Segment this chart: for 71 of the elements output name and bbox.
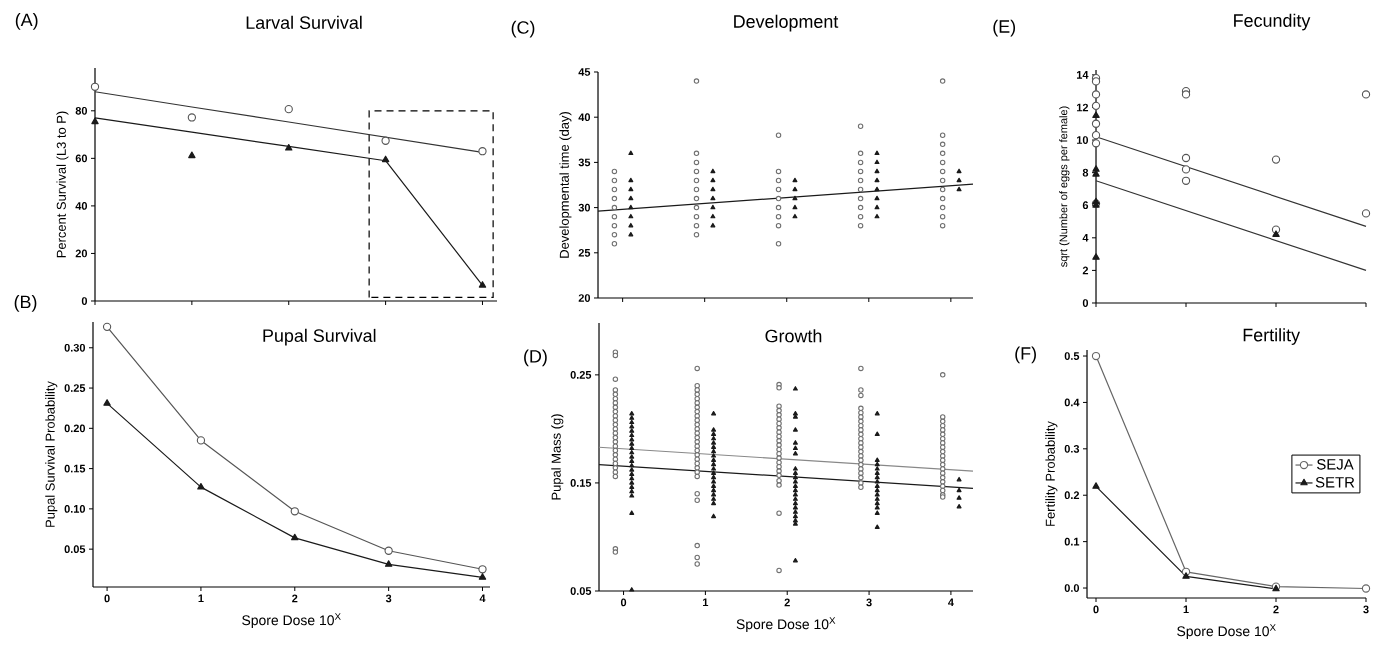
x-tick-label: 0 <box>104 594 110 603</box>
y-tick-label: 0 <box>1082 299 1089 307</box>
y-tick-label: 0.10 <box>64 505 86 513</box>
y-tick-label: 0.05 <box>64 545 86 554</box>
y-axis-title: Percent Survival (L3 to P) <box>56 111 69 258</box>
y-axis-title: Pupal Mass (g) <box>551 414 564 500</box>
y-axis-title: sqrt (Number of eggs per female) <box>1059 106 1070 267</box>
y-tick-label: 4 <box>1082 234 1089 242</box>
x-tick-label: 2 <box>1273 605 1279 614</box>
x-axis-title: Spore Dose 10$^{X}$ <box>736 617 836 632</box>
x-tick-label: 4 <box>479 594 486 603</box>
y-tick-label: 0.3 <box>1064 444 1080 453</box>
text: (B) <box>14 295 37 312</box>
chart-title: Larval Survival <box>246 15 362 29</box>
y-axis-title: Fertility Probability <box>1045 421 1058 526</box>
y-tick-label: 0.4 <box>1064 398 1080 407</box>
legend-label: SEJA <box>1317 459 1354 470</box>
y-tick-label: 0 <box>81 297 88 305</box>
y-tick-label: 0.1 <box>1064 537 1080 546</box>
y-tick-label: 0.30 <box>64 343 86 352</box>
y-tick-label: 0.20 <box>64 424 86 433</box>
y-tick-label: 40 <box>75 202 88 210</box>
text: (E) <box>993 19 1016 37</box>
x-tick-label: 1 <box>198 594 204 603</box>
x-tick-label: 3 <box>1363 605 1369 614</box>
x-tick-label: 0 <box>620 598 627 607</box>
text: (C) <box>511 20 535 38</box>
y-tick-label: 0.5 <box>1064 352 1080 360</box>
y-tick-label: 20 <box>578 294 591 302</box>
chart-title: Development <box>734 14 839 32</box>
y-tick-label: 0.15 <box>64 464 86 473</box>
x-tick-label: 0 <box>1093 605 1099 614</box>
legend-label: SETR <box>1315 476 1355 488</box>
y-tick-label: 14 <box>1076 71 1089 79</box>
y-tick-label: 0.15 <box>570 479 592 487</box>
y-tick-label: 40 <box>578 113 591 122</box>
y-tick-label: 60 <box>75 154 88 163</box>
x-tick-label: 4 <box>948 598 954 607</box>
y-axis-title: Developmental time (day) <box>559 112 572 258</box>
y-tick-label: 45 <box>578 68 591 76</box>
y-tick-label: 35 <box>578 158 591 167</box>
x-axis-title: Spore Dose 10$^{X}$ <box>242 613 341 628</box>
y-tick-label: 2 <box>1082 266 1089 275</box>
x-axis-title: Spore Dose 10$^{X}$ <box>1177 624 1276 639</box>
y-tick-label: 25 <box>578 248 591 257</box>
y-tick-label: 6 <box>1082 201 1089 210</box>
text: (D) <box>524 349 547 367</box>
y-tick-label: 0.05 <box>570 587 592 595</box>
y-tick-label: 8 <box>1082 168 1089 177</box>
y-tick-label: 20 <box>75 249 88 258</box>
x-tick-label: 1 <box>1183 605 1189 614</box>
x-tick-label: 3 <box>385 594 392 603</box>
chart-title: Fertility <box>1243 328 1301 345</box>
y-tick-label: 0.25 <box>64 384 86 392</box>
chart-title: Pupal Survival <box>263 328 376 346</box>
y-tick-label: 12 <box>1076 103 1089 112</box>
y-tick-label: 30 <box>578 203 591 212</box>
y-axis-title: Pupal Survival Probability <box>45 381 58 527</box>
text: (A) <box>15 13 38 30</box>
y-tick-label: 0.2 <box>1064 491 1080 500</box>
x-tick-label: 2 <box>292 594 298 603</box>
y-tick-label: 0.25 <box>570 371 592 379</box>
y-tick-label: 80 <box>75 106 88 115</box>
chart-title: Fecundity <box>1234 13 1311 31</box>
x-tick-label: 3 <box>866 598 872 607</box>
y-tick-label: 10 <box>1076 136 1089 144</box>
chart-title: Growth <box>765 329 822 343</box>
text: (F) <box>1015 346 1036 364</box>
y-tick-label: 0.0 <box>1064 584 1080 592</box>
x-tick-label: 2 <box>784 598 790 607</box>
x-tick-label: 1 <box>703 598 709 607</box>
